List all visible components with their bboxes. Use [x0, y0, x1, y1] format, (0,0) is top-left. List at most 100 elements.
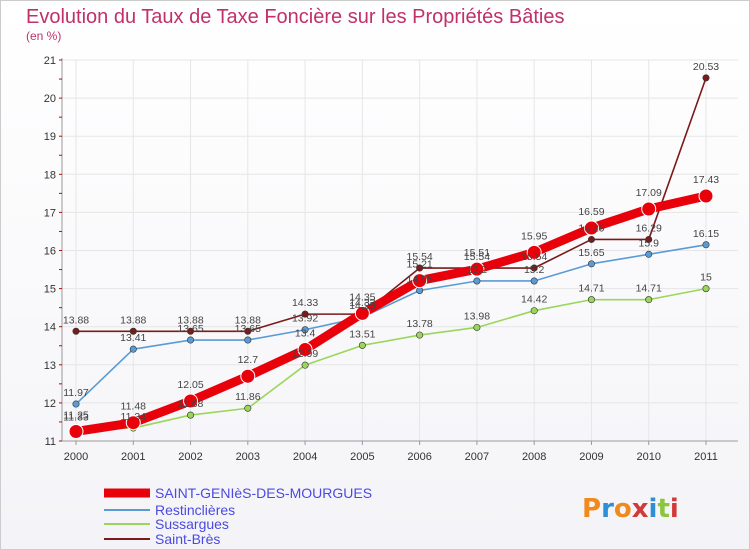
data-label: 14.33: [292, 297, 318, 309]
legend-item: Sussargues: [104, 516, 229, 532]
series-line: [75, 77, 707, 333]
legend-item: Saint-Brès: [104, 531, 220, 547]
legend-label: Sussargues: [155, 516, 229, 532]
data-point: [645, 235, 653, 243]
data-point: [587, 235, 595, 243]
x-tick-label: 2008: [522, 451, 546, 463]
data-label: 15.9: [639, 237, 660, 249]
x-tick-label: 2009: [579, 451, 603, 463]
data-label: 15.2: [524, 264, 545, 276]
data-label: 13.4: [295, 328, 316, 340]
data-label: 14.71: [636, 283, 662, 295]
data-point: [530, 264, 538, 272]
data-point: [129, 327, 137, 335]
y-tick-label: 20: [44, 93, 56, 105]
data-label: 15.54: [464, 251, 490, 263]
data-point: [187, 411, 195, 419]
data-label: 13.88: [177, 314, 203, 326]
y-tick-label: 12: [44, 398, 56, 410]
data-label: 12.7: [238, 354, 259, 366]
brand-letter: P: [582, 494, 601, 524]
data-label: 16.29: [578, 222, 604, 234]
y-tick-label: 14: [44, 322, 56, 334]
data-point: [416, 287, 424, 295]
data-point: [416, 331, 424, 339]
data-point: [416, 264, 424, 272]
data-point: [645, 250, 653, 258]
data-point: [526, 244, 542, 260]
data-point: [473, 323, 481, 331]
data-label: 11.34: [121, 411, 147, 423]
data-point: [358, 341, 366, 349]
x-tick-label: 2000: [64, 451, 88, 463]
y-tick-label: 18: [44, 169, 56, 181]
data-point: [301, 361, 309, 369]
y-tick-label: 13: [44, 360, 56, 372]
brand-logo: Proxiti: [582, 494, 679, 524]
data-label: 13.88: [63, 314, 89, 326]
data-label: 14.33: [349, 297, 375, 309]
x-tick-label: 2007: [465, 451, 489, 463]
data-point: [530, 307, 538, 315]
x-tick-label: 2006: [407, 451, 431, 463]
brand-letter: x: [632, 494, 649, 524]
data-label: 15.95: [521, 230, 547, 242]
chart-title: Evolution du Taux de Taxe Foncière sur l…: [26, 6, 564, 28]
axis-layer: 11 12 13 14 15 16 17 18 19 20 21 2000 2001 2002 2003 20…: [44, 55, 738, 463]
brand-letter: i: [649, 494, 658, 524]
legend-item: Restinclières: [104, 502, 235, 518]
data-label: 11.86: [235, 391, 261, 403]
data-point: [72, 400, 80, 408]
legend-label: Restinclières: [155, 502, 235, 518]
data-label: 15.54: [406, 251, 432, 263]
data-label: 13.41: [120, 332, 146, 344]
legend-item: SAINT-GENIèS-DES-MOURGUES: [104, 485, 372, 501]
y-tick-label: 16: [44, 246, 56, 258]
data-label: 13.98: [464, 310, 490, 322]
y-tick-label: 21: [44, 55, 56, 67]
data-point: [641, 201, 657, 217]
data-label: 14.71: [578, 283, 604, 295]
data-label: 13.65: [235, 323, 261, 335]
series-main: [68, 188, 714, 439]
data-label: 14.35: [349, 291, 375, 303]
data-point: [301, 310, 309, 318]
data-point: [187, 336, 195, 344]
y-tick-label: 19: [44, 131, 56, 143]
x-tick-label: 2002: [178, 451, 202, 463]
x-tick-label: 2004: [293, 451, 317, 463]
series-line: [75, 287, 707, 430]
data-label: 11.48: [121, 401, 147, 413]
legend-label: SAINT-GENIèS-DES-MOURGUES: [155, 485, 372, 501]
data-label: 15.2: [467, 264, 488, 276]
data-point: [183, 393, 199, 409]
data-point: [301, 326, 309, 334]
data-label: 11.68: [178, 398, 204, 410]
data-point: [297, 342, 313, 358]
data-label: 15.65: [578, 247, 604, 259]
data-label: 13.88: [120, 314, 146, 326]
data-label: 14.95: [406, 274, 432, 286]
brand-text: Proxiti: [582, 494, 679, 524]
y-tick-label: 15: [44, 284, 56, 296]
data-point: [72, 327, 80, 335]
data-label: 15.54: [521, 251, 547, 263]
data-point: [240, 368, 256, 384]
legend: SAINT-GENIèS-DES-MOURGUESRestinclièresSu…: [104, 485, 372, 547]
data-label: 15: [700, 272, 712, 284]
legend-label: Saint-Brès: [155, 531, 220, 547]
data-label: 12.05: [177, 379, 203, 391]
data-point: [530, 277, 538, 285]
data-label: 13.88: [235, 314, 261, 326]
series-line: [75, 243, 707, 405]
y-tick-label: 11: [45, 436, 56, 448]
data-point: [702, 241, 710, 249]
data-point: [469, 261, 485, 277]
data-label: 13.92: [292, 313, 318, 325]
data-point: [702, 74, 710, 82]
data-point: [702, 285, 710, 293]
data-point: [583, 220, 599, 236]
